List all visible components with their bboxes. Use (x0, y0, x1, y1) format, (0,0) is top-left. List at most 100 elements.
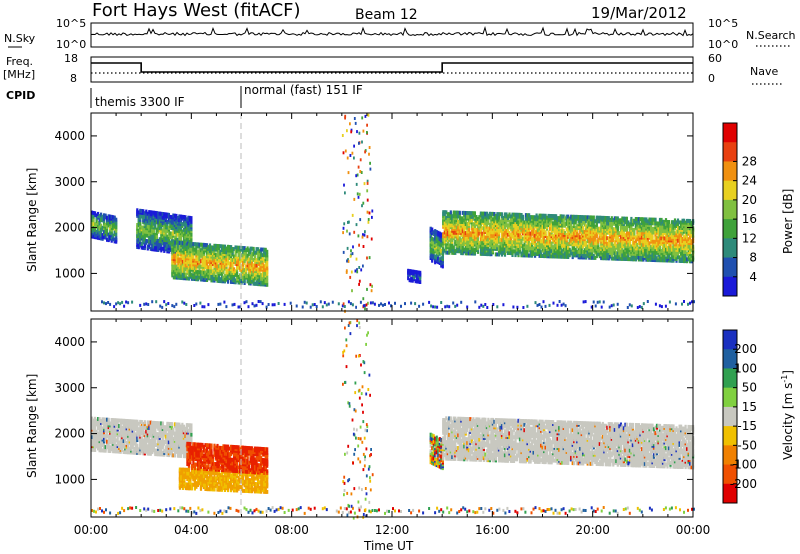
range-cell (325, 303, 328, 307)
range-cell (521, 244, 525, 249)
range-cell (466, 211, 469, 215)
range-cell (506, 251, 510, 255)
range-cell (236, 256, 239, 261)
range-cell (603, 234, 606, 239)
range-cell (488, 211, 491, 216)
range-cell (240, 264, 243, 269)
range-cell (182, 215, 185, 219)
range-cell (220, 255, 224, 260)
range-cell (564, 221, 567, 226)
range-cell (607, 239, 610, 244)
range-cell (520, 218, 523, 223)
range-cell (565, 247, 568, 252)
range-cell (520, 238, 523, 243)
range-cell (452, 225, 455, 230)
range-cell (327, 302, 330, 306)
nsky-label: N.Sky (4, 32, 36, 45)
range-cell (591, 226, 594, 231)
range-cell (242, 260, 245, 265)
range-cell (571, 245, 574, 250)
range-cell (140, 225, 143, 230)
range-cell (499, 212, 502, 217)
range-cell (505, 228, 508, 233)
range-cell (478, 240, 481, 245)
range-cell (193, 304, 196, 307)
range-cell (183, 301, 186, 305)
range-cell (146, 239, 149, 244)
range-cell (515, 251, 519, 256)
range-cell (514, 212, 517, 217)
range-cell (187, 221, 190, 226)
range-cell (470, 211, 473, 216)
range-cell (488, 215, 491, 220)
range-cell (166, 229, 169, 234)
range-cell (562, 223, 565, 228)
range-cell (520, 213, 523, 217)
range-cell (589, 230, 592, 235)
range-cell (651, 234, 654, 239)
range-cell (119, 302, 122, 306)
range-cell (160, 211, 163, 216)
range-cell (544, 254, 547, 259)
range-cell (592, 219, 595, 224)
range-cell (384, 303, 386, 306)
range-cell (176, 238, 179, 242)
range-cell (463, 210, 466, 215)
range-cell (588, 226, 591, 231)
range-cell (638, 305, 641, 309)
range-cell (178, 244, 181, 249)
range-cell (202, 277, 206, 282)
range-cell (217, 302, 220, 306)
range-cell (410, 276, 413, 281)
range-cell (488, 226, 491, 231)
range-cell (252, 257, 255, 262)
range-cell (169, 214, 172, 219)
range-cell (442, 246, 445, 251)
range-cell (518, 245, 522, 250)
range-cell (155, 227, 158, 232)
range-cell (163, 225, 166, 229)
range-cell (227, 279, 230, 284)
range-cell (472, 238, 475, 243)
range-cell (534, 215, 537, 220)
range-cell (514, 225, 517, 230)
range-cell (559, 240, 562, 244)
range-cell (446, 304, 449, 308)
range-cell (309, 305, 312, 309)
range-cell (472, 242, 475, 247)
range-cell (115, 236, 118, 241)
range-cell (175, 302, 178, 306)
cpid-label: CPID (6, 89, 35, 102)
range-cell (266, 266, 269, 271)
range-cell (521, 236, 525, 241)
range-cell (646, 300, 649, 303)
range-cell (597, 226, 600, 231)
range-cell (186, 276, 189, 281)
range-cell (440, 301, 443, 304)
range-cell (158, 220, 161, 225)
range-cell (496, 219, 499, 224)
range-cell (161, 246, 164, 251)
range-cell (592, 300, 595, 304)
range-cell (131, 300, 134, 304)
range-cell (353, 117, 356, 120)
range-cell (478, 305, 481, 309)
range-cell (512, 223, 516, 228)
range-cell (157, 211, 160, 216)
range-cell (597, 252, 600, 257)
range-cell (246, 253, 249, 258)
range-cell (319, 300, 322, 304)
range-cell (592, 254, 595, 258)
range-cell (257, 282, 260, 287)
range-cell (181, 300, 184, 304)
range-cell (106, 237, 109, 242)
range-cell (667, 220, 671, 224)
range-cell (362, 264, 364, 268)
range-cell (259, 300, 262, 304)
range-cell (193, 242, 196, 247)
range-cell (506, 229, 510, 233)
range-cell (506, 238, 510, 243)
range-cell (410, 269, 413, 274)
range-cell (157, 218, 160, 223)
